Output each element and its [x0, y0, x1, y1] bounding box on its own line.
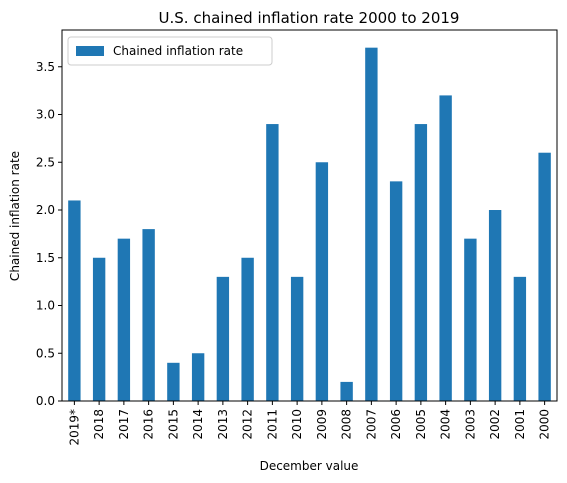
bar-2003 [464, 238, 477, 401]
plot-frame [61, 29, 558, 402]
y-tick-label: 1.5 [36, 251, 55, 265]
x-axis: 2019* 2018 2017 2016 2015 2014 2013 2012 2011 201… [67, 401, 552, 446]
bar-2004 [439, 95, 452, 401]
bar-2012 [241, 257, 254, 401]
bar-2015 [167, 362, 180, 401]
x-tick-label: 2005 [414, 409, 428, 440]
x-tick-label: 2006 [389, 409, 403, 440]
y-tick-label: 2.0 [36, 203, 55, 217]
y-tick-label: 0.5 [36, 346, 55, 360]
bar-2016 [142, 229, 155, 401]
bar-2017 [117, 238, 131, 401]
bar-2008 [340, 381, 353, 401]
x-tick-label: 2004 [439, 409, 453, 440]
bar-2019-star [68, 200, 81, 401]
legend-label: Chained inflation rate [113, 44, 243, 58]
x-tick-label: 2018 [92, 409, 106, 440]
x-tick-label: 2007 [364, 409, 378, 440]
bar-2007 [365, 47, 378, 402]
bar-2013 [216, 276, 230, 401]
y-tick-label: 3.5 [36, 60, 55, 74]
x-tick-label: 2008 [340, 409, 354, 440]
x-tick-label: 2011 [265, 409, 279, 440]
x-tick-label: 2002 [488, 409, 502, 440]
x-tick-label: 2010 [290, 409, 304, 440]
bar-2009 [315, 162, 329, 401]
legend-frame [67, 36, 273, 66]
bar-2002 [488, 210, 502, 401]
bar-2006 [389, 181, 403, 401]
x-axis-label: December value [260, 459, 359, 473]
legend-swatch [76, 46, 104, 56]
y-axis: 0.0 0.5 1.0 1.5 2.0 2.5 3.0 3.5 [36, 60, 62, 408]
x-tick-label: 2013 [216, 409, 230, 440]
legend: Chained inflation rate [67, 36, 273, 66]
x-tick-label: 2012 [241, 409, 255, 440]
bar-2001 [513, 276, 527, 401]
bar-2010 [290, 276, 304, 401]
y-tick-label: 2.5 [36, 155, 55, 169]
bar-2014 [191, 353, 205, 401]
x-tick-label: 2019* [67, 409, 81, 446]
x-tick-label: 2014 [191, 409, 205, 440]
y-tick-label: 1.0 [36, 299, 55, 313]
y-tick-label: 0.0 [36, 394, 55, 408]
x-tick-label: 2009 [315, 409, 329, 440]
bar-2000 [538, 152, 551, 401]
bar-2018 [92, 257, 106, 401]
x-tick-label: 2001 [513, 409, 527, 440]
chart-title: U.S. chained inflation rate 2000 to 2019 [159, 9, 460, 27]
x-tick-label: 2016 [142, 409, 156, 440]
x-tick-label: 2003 [463, 409, 477, 440]
bars-group [68, 47, 551, 402]
y-axis-label: Chained inflation rate [8, 151, 22, 281]
x-tick-label: 2017 [117, 409, 131, 440]
x-tick-label: 2015 [166, 409, 180, 440]
x-tick-label: 2000 [538, 409, 552, 440]
bar-2005 [414, 124, 428, 401]
y-tick-label: 3.0 [36, 108, 55, 122]
bar-2011 [266, 124, 279, 401]
